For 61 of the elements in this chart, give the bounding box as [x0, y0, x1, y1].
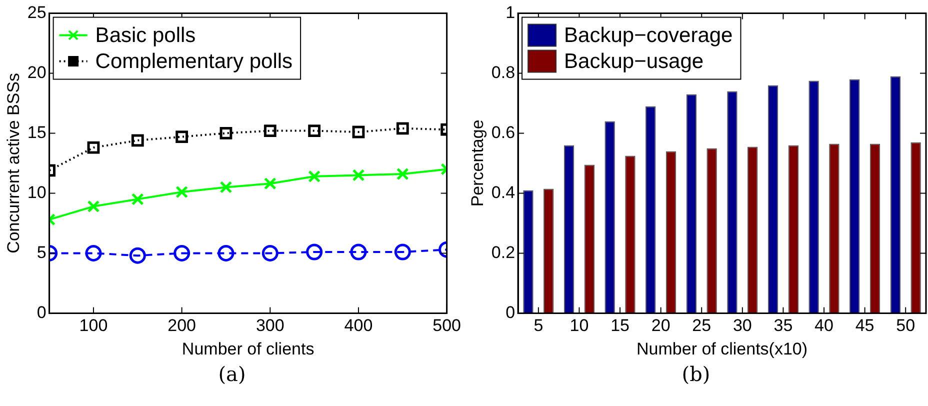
text: (b)	[680, 362, 712, 386]
y-axis-title: Percentage	[468, 120, 487, 207]
x-tick-label: 15	[610, 316, 630, 336]
point	[352, 169, 365, 182]
point	[306, 244, 323, 260]
x-tick-label: 5	[534, 316, 544, 336]
point	[220, 127, 232, 140]
text: (a)	[217, 362, 247, 386]
x-tick-label: 25	[692, 316, 712, 336]
x-tick-label: 300	[256, 316, 284, 336]
y-tick-label: 10	[27, 182, 46, 202]
x-axis-title: Number of clients	[182, 339, 314, 358]
y-tick-label: 20	[27, 62, 46, 82]
x-tick-label: 10	[570, 316, 589, 336]
point	[218, 244, 234, 262]
point	[129, 247, 146, 264]
point	[176, 186, 188, 198]
y-tick-label: 0.6	[491, 122, 516, 142]
point	[131, 134, 144, 147]
y-tick-label: 5	[36, 242, 46, 262]
y-tick-label: 0.4	[491, 182, 516, 202]
y-tick-label: 0	[506, 302, 516, 322]
x-axis-title: Number of clients(x10)	[636, 339, 808, 358]
point	[396, 122, 409, 135]
point	[85, 244, 102, 262]
point	[87, 141, 100, 154]
point	[264, 177, 276, 190]
point	[131, 193, 144, 206]
x-tick-label: 200	[168, 316, 196, 336]
x-tick-label: 100	[79, 316, 108, 336]
legend-label: Basic polls	[95, 24, 196, 47]
point	[308, 124, 321, 137]
x-tick-label: 35	[774, 316, 793, 336]
point	[176, 130, 188, 143]
y-tick-label: 0.8	[491, 62, 516, 82]
point	[264, 124, 276, 137]
point	[174, 244, 190, 262]
point	[87, 200, 100, 213]
x-tick-label: 50	[896, 316, 916, 336]
x-tick-label: 45	[855, 316, 874, 336]
y-axis-title: Concurrent active BSSs	[4, 72, 23, 254]
point	[394, 244, 411, 260]
point	[262, 244, 278, 262]
y-tick-label: 15	[27, 122, 46, 142]
point	[308, 170, 321, 183]
x-tick-label: 40	[814, 316, 834, 336]
y-tick-label: 0	[36, 302, 46, 322]
x-tick-label: 30	[732, 316, 752, 336]
x-tick-label: 400	[344, 316, 373, 336]
legend-label: Backup−coverage	[564, 24, 733, 47]
y-tick-label: 25	[27, 2, 46, 22]
point	[220, 181, 232, 194]
y-tick-label: 1	[506, 2, 516, 22]
point	[352, 126, 365, 138]
legend-label: Complementary polls	[95, 50, 293, 73]
point	[350, 244, 367, 260]
x-tick-label: 500	[432, 316, 462, 336]
y-tick-label: 0.2	[491, 242, 516, 262]
x-tick-label: 20	[651, 316, 670, 336]
point	[396, 168, 409, 180]
legend-label: Backup−usage	[564, 50, 704, 73]
